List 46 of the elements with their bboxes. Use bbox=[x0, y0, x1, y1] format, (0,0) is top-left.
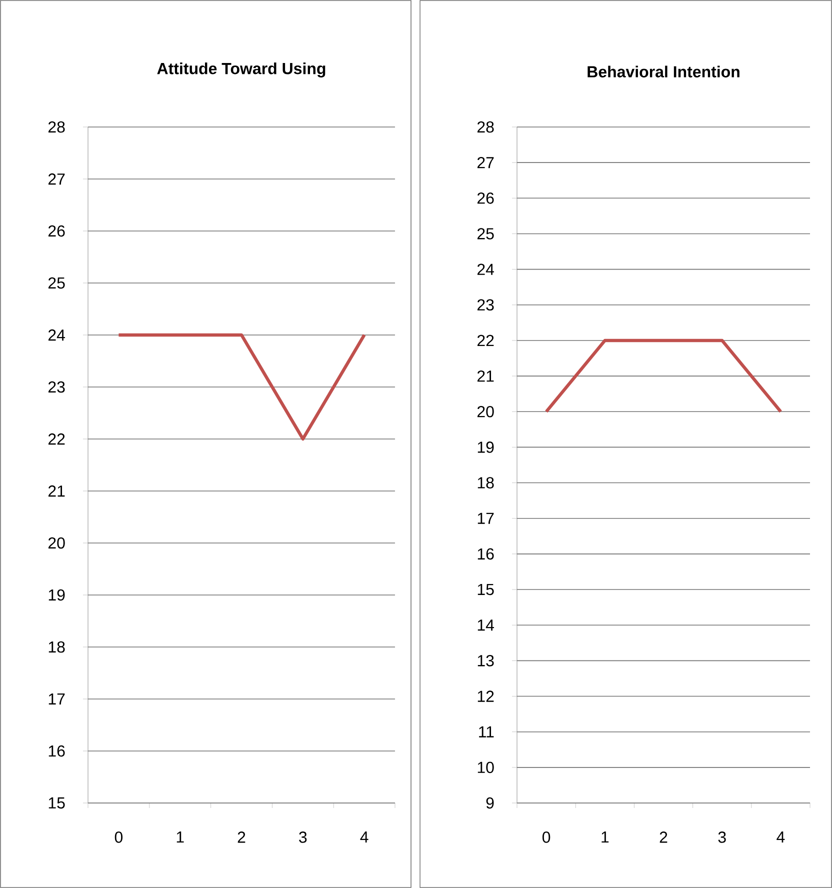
y-tick-label: 20 bbox=[477, 406, 494, 418]
x-tick-label: 2 bbox=[660, 832, 668, 843]
x-tick-label: 0 bbox=[542, 832, 550, 843]
chart-title: Behavioral Intention bbox=[588, 66, 740, 78]
y-tick-label: 24 bbox=[477, 264, 494, 275]
y-tick-label: 27 bbox=[48, 173, 65, 185]
x-tick-label: 1 bbox=[176, 832, 184, 843]
y-tick-label: 28 bbox=[477, 121, 494, 133]
x-tick-label: 3 bbox=[299, 832, 307, 843]
y-tick-label: 17 bbox=[48, 693, 65, 704]
x-tick-label: 4 bbox=[776, 832, 785, 843]
y-tick-label: 18 bbox=[48, 641, 65, 653]
y-tick-label: 22 bbox=[477, 334, 494, 346]
y-tick-label: 25 bbox=[477, 228, 494, 240]
y-tick-label: 24 bbox=[48, 329, 65, 341]
y-tick-label: 21 bbox=[477, 370, 494, 382]
y-tick-label: 11 bbox=[479, 726, 494, 738]
x-tick-label: 0 bbox=[114, 832, 123, 843]
y-tick-label: 19 bbox=[48, 589, 65, 601]
y-tick-label: 17 bbox=[478, 512, 494, 524]
x-tick-label: 2 bbox=[238, 832, 246, 843]
y-tick-label: 21 bbox=[48, 485, 65, 497]
y-tick-label: 14 bbox=[478, 620, 494, 631]
y-tick-label: 20 bbox=[48, 537, 65, 549]
y-tick-label: 16 bbox=[478, 548, 494, 560]
y-tick-label: 9 bbox=[486, 797, 494, 809]
y-tick-label: 25 bbox=[48, 277, 65, 289]
y-tick-label: 15 bbox=[478, 584, 494, 596]
y-tick-label: 22 bbox=[48, 433, 65, 445]
y-tick-label: 26 bbox=[477, 192, 494, 204]
y-tick-label: 28 bbox=[48, 121, 65, 133]
chart-title: Attitude Toward Using bbox=[157, 62, 326, 78]
y-tick-label: 27 bbox=[477, 156, 494, 168]
x-tick-label: 3 bbox=[718, 832, 726, 843]
x-tick-label: 1 bbox=[602, 832, 609, 843]
y-tick-label: 23 bbox=[48, 381, 65, 393]
y-tick-label: 18 bbox=[478, 477, 494, 488]
y-tick-label: 19 bbox=[478, 442, 494, 453]
y-tick-label: 10 bbox=[478, 762, 494, 774]
x-tick-label: 4 bbox=[360, 832, 368, 843]
y-tick-label: 26 bbox=[48, 225, 65, 237]
y-tick-label: 12 bbox=[478, 690, 494, 702]
y-tick-label: 13 bbox=[478, 655, 494, 666]
y-tick-label: 16 bbox=[48, 745, 65, 757]
y-tick-label: 15 bbox=[48, 797, 65, 809]
y-tick-label: 23 bbox=[477, 299, 494, 311]
